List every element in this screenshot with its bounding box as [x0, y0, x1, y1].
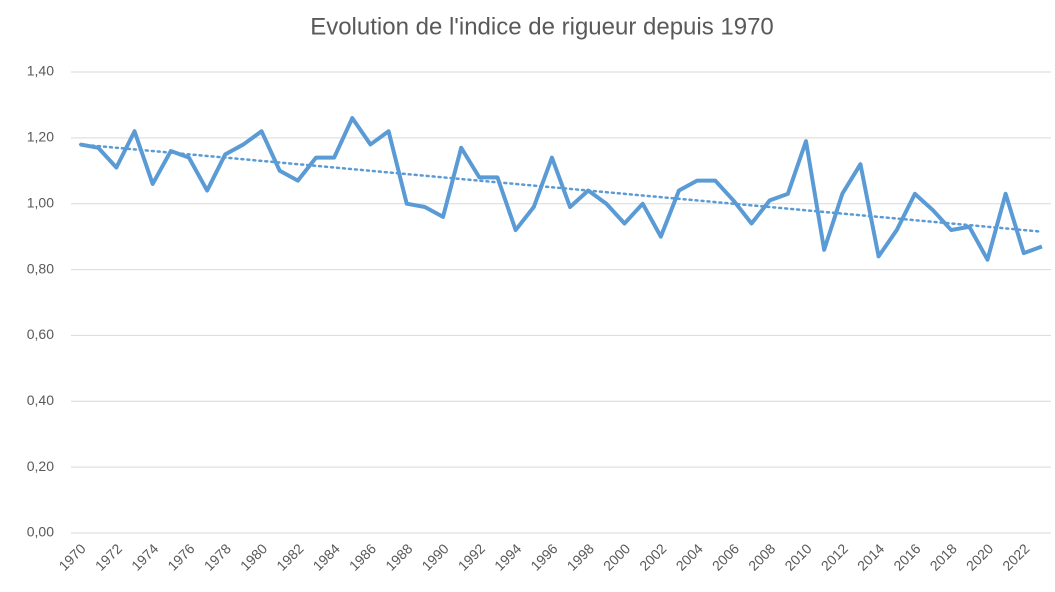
- y-tick-label: 1,40: [27, 63, 54, 79]
- chart-title: Evolution de l'indice de rigueur depuis …: [310, 13, 774, 40]
- x-tick-label: 1970: [55, 540, 88, 573]
- x-tick-label: 2004: [673, 540, 706, 573]
- x-tick-label: 2022: [999, 540, 1032, 573]
- x-tick-label: 1988: [382, 540, 415, 573]
- x-tick-label: 2016: [890, 540, 923, 573]
- x-tick-label: 1978: [201, 540, 234, 573]
- y-tick-label: 0,60: [27, 326, 54, 342]
- y-tick-label: 0,80: [27, 260, 54, 276]
- x-tick-label: 1994: [491, 540, 524, 573]
- y-tick-label: 1,20: [27, 129, 54, 145]
- data-line: [79, 116, 1043, 262]
- x-tick-label: 2008: [745, 540, 778, 573]
- x-tick-label: 1976: [164, 540, 197, 573]
- x-tick-label: 1984: [310, 540, 343, 573]
- x-tick-label: 2014: [854, 540, 887, 573]
- x-tick-label: 1996: [527, 540, 560, 573]
- x-tick-label: 2012: [818, 540, 851, 573]
- x-tick-label: 2018: [927, 540, 960, 573]
- x-tick-label: 2020: [963, 540, 996, 573]
- y-tick-label: 1,00: [27, 194, 54, 210]
- x-tick-label: 1980: [237, 540, 270, 573]
- x-tick-label: 1992: [455, 540, 488, 573]
- x-tick-label: 1990: [418, 540, 451, 573]
- y-tick-label: 0,00: [27, 524, 54, 540]
- x-tick-label: 1972: [92, 540, 125, 573]
- x-tick-label: 2006: [709, 540, 742, 573]
- x-tick-label: 1986: [346, 540, 379, 573]
- x-tick-label: 1974: [128, 540, 161, 573]
- trend-line: [78, 143, 1044, 233]
- x-tick-label: 2010: [781, 540, 814, 573]
- x-tick-label: 2000: [600, 540, 633, 573]
- x-tick-label: 2002: [636, 540, 669, 573]
- x-tick-label: 1982: [273, 540, 306, 573]
- y-tick-label: 0,20: [27, 458, 54, 474]
- x-tick-label: 1998: [564, 540, 597, 573]
- y-tick-label: 0,40: [27, 392, 54, 408]
